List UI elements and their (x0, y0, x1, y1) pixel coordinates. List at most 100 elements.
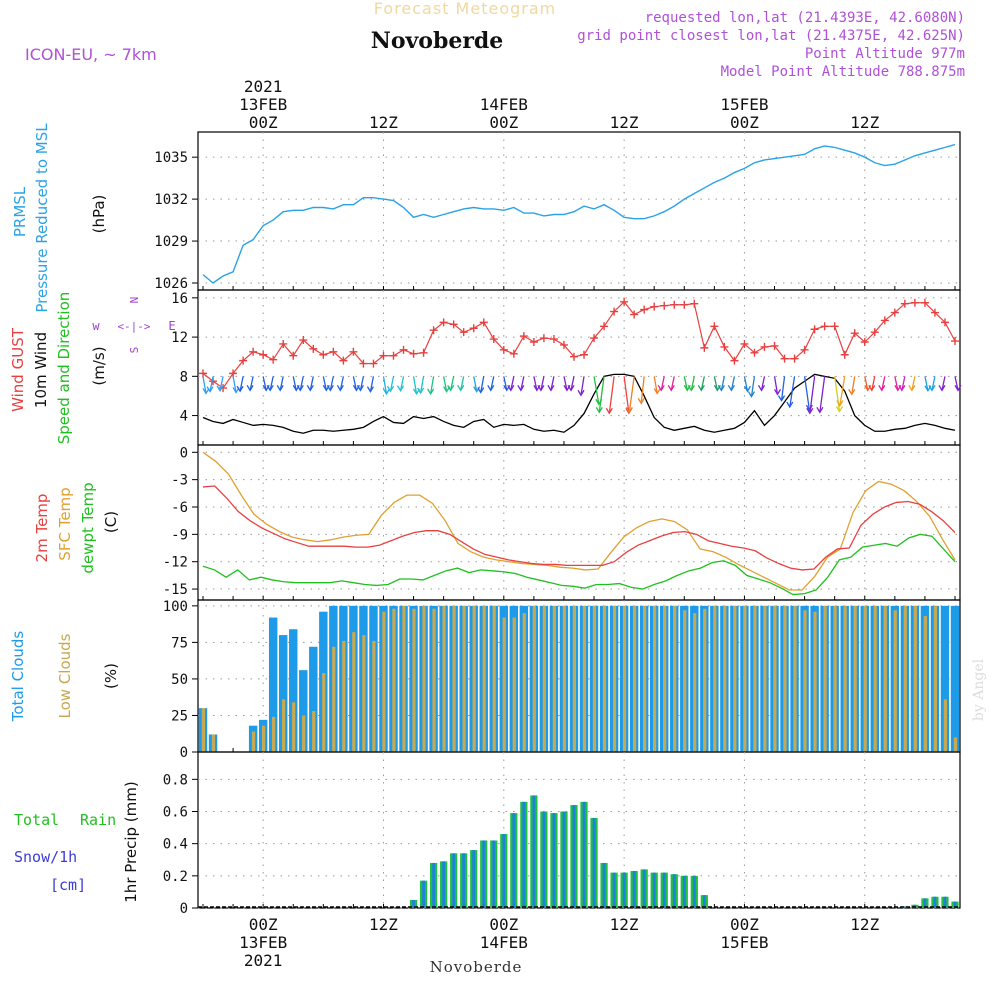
snow-bar (602, 862, 606, 908)
gust-marker (870, 328, 879, 337)
gust-label: Wind GUST (9, 327, 27, 412)
snow-bar (682, 875, 686, 908)
model-label: ICON-EU, ~ 7km (25, 45, 157, 64)
wind-arrowhead (457, 384, 465, 392)
wind-arrow (931, 376, 936, 391)
gust-marker (730, 356, 739, 365)
low-cloud-bar (683, 610, 687, 752)
top-date-label: 13FEB (239, 95, 287, 114)
low-cloud-bar (472, 605, 476, 752)
pressure-label-1: PRMSL (11, 186, 29, 237)
snow-bar (452, 853, 456, 908)
gust-marker (770, 341, 779, 350)
pressure-unit: (hPa) (90, 195, 108, 234)
snow-bar (542, 811, 546, 908)
low-cloud-bar (482, 605, 486, 752)
gust-marker (740, 339, 749, 348)
gust-marker (369, 359, 378, 368)
gust-marker (309, 344, 318, 353)
pressure-ytick-label: 1035 (154, 150, 188, 166)
gust-marker (549, 335, 558, 344)
snow-bar (412, 899, 415, 908)
wind-ytick-label: 4 (180, 409, 188, 425)
wind-arrowhead (777, 395, 786, 402)
wind-arrowhead (954, 384, 962, 392)
snow-bar (632, 871, 636, 908)
wind-arrow (894, 376, 899, 391)
wind-arrow (901, 376, 906, 391)
footer-station: Novoberde (430, 958, 523, 976)
low-cloud-bar (422, 605, 426, 752)
gust-marker (319, 350, 328, 359)
wind-arrowhead (786, 401, 794, 409)
point-altitude: Point Altitude 977m (805, 46, 965, 62)
wind-arrow (608, 376, 615, 414)
compass-w: w (92, 319, 100, 333)
temp-2m-label: 2m Temp (33, 494, 51, 563)
gust-marker (670, 300, 679, 309)
gust-marker (780, 354, 789, 363)
gust-marker (539, 334, 548, 343)
gust-marker (459, 328, 468, 337)
low-cloud-bar (933, 605, 937, 752)
snow-bar (422, 880, 425, 908)
snow-bar (522, 801, 526, 908)
gust-marker (680, 300, 689, 309)
pressure-frame (197, 131, 961, 291)
gust-marker (399, 345, 408, 354)
wind-ytick-label: 16 (171, 291, 188, 307)
wind-arrow (713, 376, 718, 391)
wind-arrowhead (868, 384, 876, 392)
gust-marker (850, 329, 859, 338)
wind-arrow (834, 376, 841, 412)
top-hour-label: 12Z (850, 113, 879, 132)
low-cloud-bar (863, 605, 867, 752)
gust-marker (569, 352, 578, 361)
gust-marker (499, 345, 508, 354)
wind-arrow (443, 376, 448, 392)
snow-bar (442, 861, 446, 908)
gust-marker (329, 347, 338, 356)
wind-arrow (700, 376, 705, 391)
wind-arrowhead (396, 385, 405, 392)
gust-marker (409, 349, 418, 358)
wind-arrowhead (326, 384, 334, 392)
wind-arrow (628, 376, 635, 413)
pressure-label-2: Pressure Reduced to MSL (33, 123, 51, 313)
wind-arrow (299, 376, 304, 391)
wind-arrow (690, 376, 695, 391)
bottom-hour-label: 12Z (369, 915, 398, 934)
wind-arrowhead (625, 406, 633, 414)
wind-arrowhead (773, 388, 782, 396)
low-cloud-bar (783, 605, 787, 752)
clouds-ytick-label: 75 (171, 635, 188, 651)
low-cloud-bar (803, 610, 807, 752)
snow-bar (622, 872, 626, 908)
low-cloud-bar (342, 640, 346, 752)
gust-marker (820, 322, 829, 331)
total-clouds-label: Total Clouds (9, 631, 27, 723)
pressure-labels: PRMSL Pressure Reduced to MSL (hPa) (11, 123, 108, 313)
credit-watermark: by Angel (971, 658, 987, 721)
gust-marker (720, 342, 729, 351)
wind-arrow (540, 376, 545, 391)
wind-arrowhead (836, 400, 844, 407)
precip-rain-label: Rain (80, 811, 116, 829)
bottom-year-label: 2021 (244, 951, 283, 970)
sfc-temp-line (202, 451, 956, 591)
wind-arrow (292, 376, 297, 391)
compass-arrow: <-|-> (117, 320, 150, 333)
gust-marker (951, 337, 959, 346)
wind-arrowhead (517, 384, 525, 392)
snow-bar (672, 874, 676, 908)
gust-marker (620, 297, 629, 306)
low-cloud-bar (853, 605, 857, 752)
low-cloud-bar (703, 608, 707, 752)
snow-bar (692, 875, 696, 908)
gust-marker (519, 332, 528, 341)
low-cloud-bar (582, 605, 587, 752)
wind-arrowhead (577, 389, 585, 397)
wind-arrowhead (236, 385, 244, 393)
gust-marker (289, 351, 298, 360)
temp-ytick-label: -6 (171, 500, 188, 516)
